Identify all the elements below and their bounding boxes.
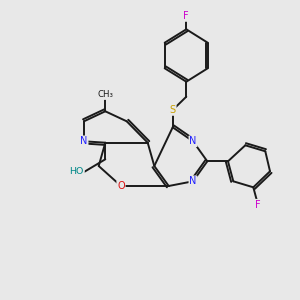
Text: N: N: [189, 136, 197, 146]
Text: F: F: [255, 200, 261, 210]
Text: N: N: [80, 136, 88, 146]
Text: N: N: [189, 176, 197, 186]
Text: CH₃: CH₃: [97, 90, 113, 99]
Text: F: F: [184, 11, 189, 21]
Text: S: S: [169, 105, 176, 115]
Text: HO: HO: [70, 167, 84, 176]
Text: O: O: [117, 181, 125, 191]
